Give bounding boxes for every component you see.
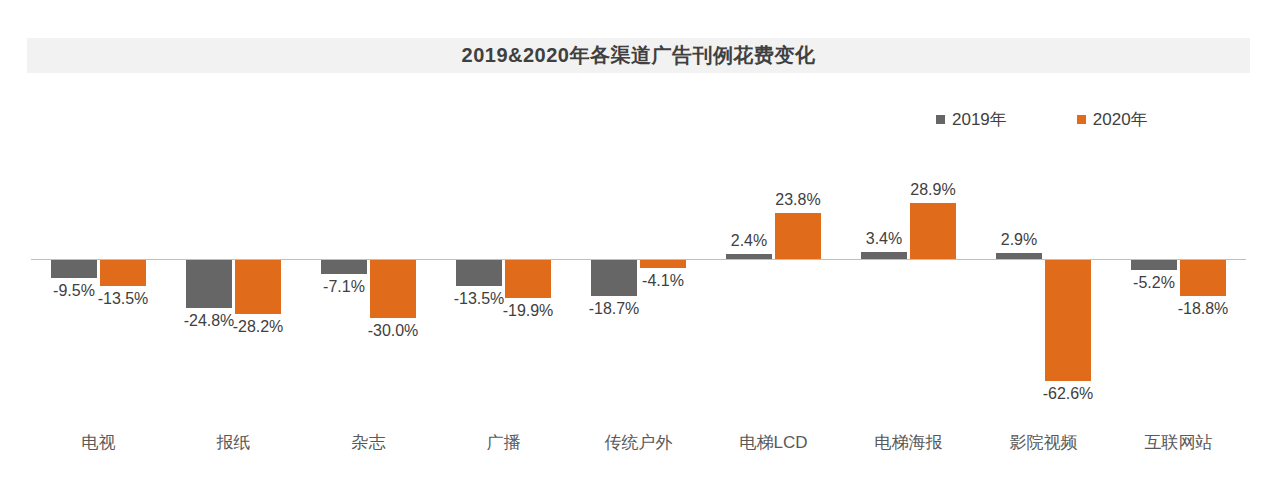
data-label-2020年-电梯LCD: 23.8% bbox=[775, 190, 820, 209]
data-label-2019年-杂志: -7.1% bbox=[323, 277, 365, 296]
bar-2020年-电梯LCD bbox=[775, 213, 821, 259]
category-label-电视: 电视 bbox=[31, 431, 166, 454]
data-label-2019年-影院视频: 2.9% bbox=[1001, 230, 1037, 249]
data-label-2020年-杂志: -30.0% bbox=[368, 321, 419, 340]
bar-2020年-报纸 bbox=[235, 260, 281, 314]
category-label-影院视频: 影院视频 bbox=[976, 431, 1111, 454]
bar-group-5: -18.7%-4.1% 传统户外 bbox=[571, 0, 706, 492]
data-label-2019年-电梯海报: 3.4% bbox=[866, 229, 902, 248]
category-label-报纸: 报纸 bbox=[166, 431, 301, 454]
bar-2019年-报纸 bbox=[186, 260, 232, 308]
bar-2020年-互联网站 bbox=[1180, 260, 1226, 296]
data-label-2020年-互联网站: -18.8% bbox=[1178, 299, 1229, 318]
bar-2020年-杂志 bbox=[370, 260, 416, 318]
bar-2019年-电梯LCD bbox=[726, 254, 772, 259]
bar-group-4: -13.5%-19.9% 广播 bbox=[436, 0, 571, 492]
data-label-2019年-传统户外: -18.7% bbox=[589, 299, 640, 318]
data-label-2020年-电梯海报: 28.9% bbox=[910, 180, 955, 199]
data-label-2020年-报纸: -28.2% bbox=[233, 317, 284, 336]
bar-2019年-电梯海报 bbox=[861, 252, 907, 259]
data-label-2020年-电视: -13.5% bbox=[98, 289, 149, 308]
data-label-2019年-电视: -9.5% bbox=[53, 281, 95, 300]
bar-group-8: 2.9% -62.6% 影院视频 bbox=[976, 0, 1111, 492]
data-label-2019年-互联网站: -5.2% bbox=[1133, 273, 1175, 292]
category-label-电梯海报: 电梯海报 bbox=[841, 431, 976, 454]
bar-2019年-传统户外 bbox=[591, 260, 637, 296]
bar-2019年-电视 bbox=[51, 260, 97, 278]
data-label-2020年-广播: -19.9% bbox=[503, 301, 554, 320]
bar-2019年-杂志 bbox=[321, 260, 367, 274]
bar-group-7: 3.4% 28.9% 电梯海报 bbox=[841, 0, 976, 492]
bar-2020年-电视 bbox=[100, 260, 146, 286]
category-label-杂志: 杂志 bbox=[301, 431, 436, 454]
data-label-2019年-广播: -13.5% bbox=[454, 289, 505, 308]
bar-group-3: -7.1% -30.0% 杂志 bbox=[301, 0, 436, 492]
bar-2020年-传统户外 bbox=[640, 260, 686, 268]
data-label-2019年-电梯LCD: 2.4% bbox=[731, 231, 767, 250]
bar-group-6: 2.4% 23.8% 电梯LCD bbox=[706, 0, 841, 492]
bar-group-1: -9.5%-13.5% 电视 bbox=[31, 0, 166, 492]
category-label-互联网站: 互联网站 bbox=[1111, 431, 1246, 454]
bar-group-9: -5.2%-18.8% 互联网站 bbox=[1111, 0, 1246, 492]
category-label-广播: 广播 bbox=[436, 431, 571, 454]
bar-2020年-影院视频 bbox=[1045, 260, 1091, 381]
bar-2019年-影院视频 bbox=[996, 253, 1042, 259]
data-label-2020年-影院视频: -62.6% bbox=[1043, 384, 1094, 403]
bar-2020年-广播 bbox=[505, 260, 551, 298]
bar-2019年-广播 bbox=[456, 260, 502, 286]
data-label-2019年-报纸: -24.8% bbox=[184, 311, 235, 330]
category-label-传统户外: 传统户外 bbox=[571, 431, 706, 454]
bar-2019年-互联网站 bbox=[1131, 260, 1177, 270]
category-label-电梯LCD: 电梯LCD bbox=[706, 431, 841, 454]
plot-area: -9.5%-13.5%电视-24.8%-28.2%报纸-7.1%-30.0%杂志… bbox=[31, 0, 1246, 492]
bar-group-2: -24.8%-28.2% 报纸 bbox=[166, 0, 301, 492]
data-label-2020年-传统户外: -4.1% bbox=[642, 271, 684, 290]
bar-2020年-电梯海报 bbox=[910, 203, 956, 259]
